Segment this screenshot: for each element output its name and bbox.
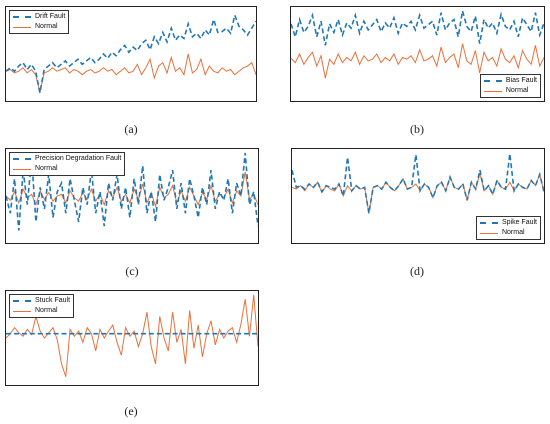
- caption-a: (a): [124, 122, 138, 136]
- fault-swatch: [483, 80, 502, 82]
- chart-panel-a: Drift Fault Normal: [5, 6, 257, 102]
- caption-b: (b): [410, 122, 424, 136]
- chart-plot-d: [292, 153, 544, 214]
- legend-b: Bias Fault Normal: [479, 74, 541, 98]
- normal-swatch: [479, 232, 498, 234]
- fault-series-line: [6, 152, 258, 231]
- chart-plot-e: [6, 294, 258, 377]
- legend-c: Precision Degradation Fault Normal: [9, 152, 126, 176]
- legend-normal-label: Normal: [35, 307, 58, 314]
- legend-normal-row: Normal: [13, 306, 70, 316]
- legend-fault-label: Precision Degradation Fault: [35, 155, 122, 162]
- normal-series-line: [292, 172, 544, 214]
- fault-swatch: [479, 222, 498, 224]
- fault-swatch: [13, 300, 31, 302]
- chart-panel-c: Precision Degradation Fault Normal: [5, 148, 259, 244]
- chart-panel-d: Spike Fault Normal: [291, 148, 545, 244]
- fault-swatch: [13, 16, 31, 18]
- legend-normal-row: Normal: [483, 86, 537, 96]
- legend-normal-row: Normal: [13, 22, 65, 32]
- normal-swatch: [483, 90, 502, 92]
- normal-series-line: [6, 53, 256, 93]
- legend-fault-row: Precision Degradation Fault: [13, 154, 121, 164]
- legend-fault-label: Spike Fault: [501, 219, 537, 226]
- legend-fault-row: Stuck Fault: [13, 296, 70, 306]
- normal-swatch: [13, 26, 31, 28]
- chart-plot-b: [291, 10, 544, 79]
- chart-plot-c: [6, 152, 258, 231]
- legend-fault-label: Bias Fault: [505, 77, 537, 84]
- legend-normal-row: Normal: [13, 164, 121, 174]
- normal-swatch: [13, 168, 31, 170]
- legend-normal-label: Normal: [35, 165, 58, 172]
- normal-series-line: [291, 43, 544, 79]
- legend-fault-row: Drift Fault: [13, 12, 65, 22]
- legend-a: Drift Fault Normal: [9, 10, 70, 34]
- fault-swatch: [13, 158, 31, 160]
- legend-normal-label: Normal: [35, 23, 58, 30]
- legend-fault-row: Spike Fault: [479, 218, 537, 228]
- legend-d: Spike Fault Normal: [475, 216, 541, 240]
- legend-fault-label: Drift Fault: [35, 13, 66, 20]
- legend-normal-label: Normal: [501, 229, 525, 236]
- legend-normal-label: Normal: [505, 87, 529, 94]
- legend-normal-row: Normal: [479, 228, 537, 238]
- fault-series-line: [6, 12, 256, 93]
- legend-fault-row: Bias Fault: [483, 76, 537, 86]
- legend-fault-label: Stuck Fault: [35, 297, 71, 304]
- normal-series-line: [6, 171, 258, 209]
- fault-series-line: [291, 10, 544, 46]
- caption-d: (d): [410, 264, 424, 278]
- caption-e: (e): [124, 404, 138, 418]
- normal-swatch: [13, 310, 31, 312]
- legend-e: Stuck Fault Normal: [9, 294, 75, 318]
- chart-panel-b: Bias Fault Normal: [290, 6, 545, 102]
- chart-plot-a: [6, 12, 256, 93]
- fault-series-line: [292, 153, 544, 214]
- caption-c: (c): [125, 264, 139, 278]
- chart-panel-e: Stuck Fault Normal: [5, 290, 259, 386]
